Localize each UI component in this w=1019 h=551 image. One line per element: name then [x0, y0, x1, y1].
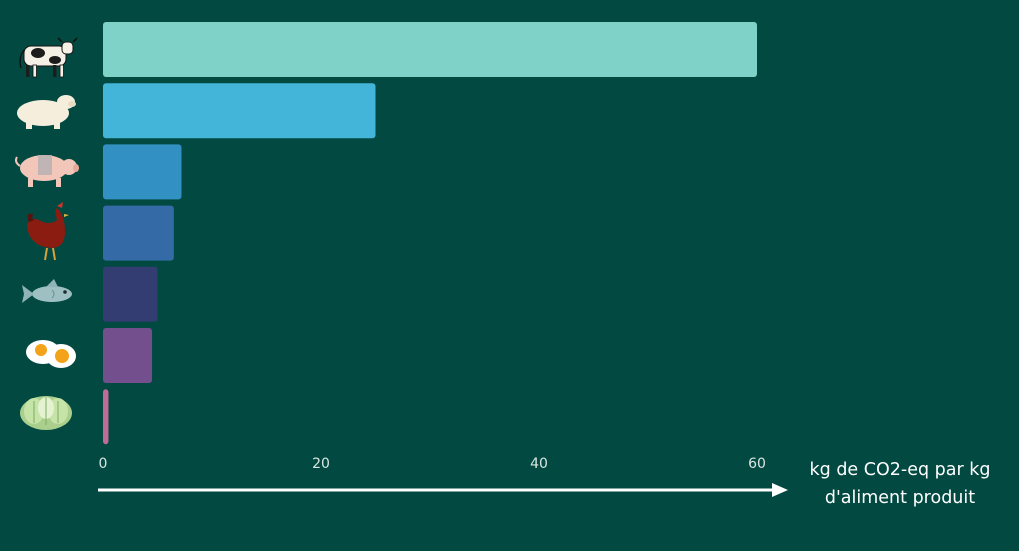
x-axis-title: kg de CO2-eq par kg d'aliment produit [786, 456, 1014, 512]
x-axis-title-line2: d'aliment produit [824, 488, 976, 508]
bars [103, 22, 757, 445]
bar-cabbage [103, 389, 109, 445]
sheep-icon [17, 95, 76, 129]
x-axis-title-line1: kg de CO2-eq par kg [809, 460, 991, 480]
bar-pig [103, 144, 182, 200]
x-tick-label: 20 [312, 456, 330, 472]
x-axis-arrowhead [772, 483, 788, 497]
x-ticks: 0 20 40 60 [99, 456, 766, 472]
x-tick-label: 40 [530, 456, 548, 472]
chicken-icon [27, 202, 69, 261]
x-tick-label: 60 [748, 456, 766, 472]
x-tick-label: 0 [99, 456, 108, 472]
fish-icon [22, 279, 72, 303]
pig-icon [15, 155, 79, 187]
category-icons [15, 37, 79, 430]
bar-egg [103, 328, 153, 383]
bar-fish [103, 266, 158, 322]
bar-sheep [103, 83, 376, 139]
cabbage-icon [20, 396, 72, 430]
egg-icon [26, 340, 76, 368]
cow-icon [19, 37, 78, 78]
bar-cow [103, 22, 757, 77]
bar-chicken [103, 205, 174, 261]
